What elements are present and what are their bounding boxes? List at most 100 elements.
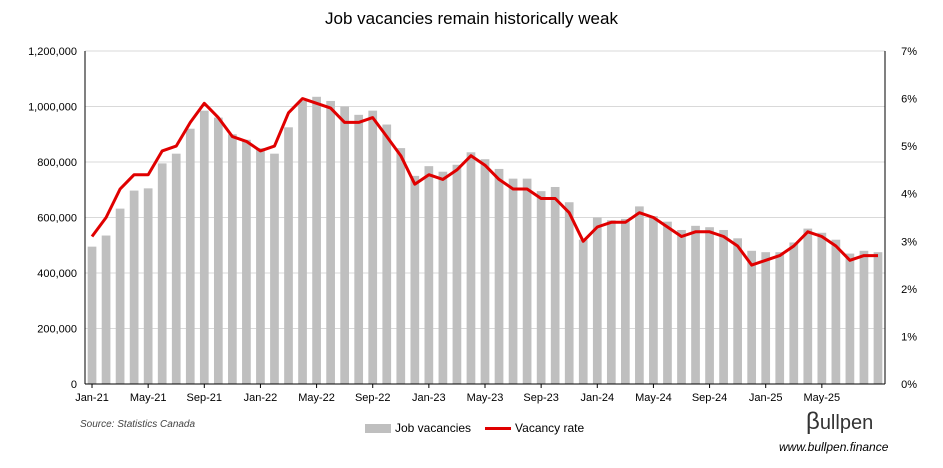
bar — [115, 208, 125, 384]
bar — [677, 229, 686, 384]
x-tick-label: May-21 — [130, 392, 167, 404]
bar — [621, 218, 630, 384]
legend-item-vacancies: Job vacancies — [365, 421, 471, 435]
y-left-tick-label: 1,200,000 — [28, 46, 77, 58]
bar — [873, 252, 883, 384]
bar — [494, 168, 504, 384]
bar — [438, 171, 448, 384]
bar — [859, 250, 869, 384]
x-tick-label: Jan-25 — [749, 392, 783, 404]
bar — [480, 159, 490, 384]
bar — [256, 148, 265, 384]
brand-name: ullpen — [819, 412, 874, 434]
bar — [635, 206, 644, 384]
x-tick-label: Sep-23 — [523, 392, 558, 404]
vacancy-rate-line — [90, 97, 878, 267]
bar — [298, 100, 307, 384]
y-right-tick-label: 2% — [901, 284, 917, 296]
bar — [522, 178, 532, 384]
bar — [312, 96, 321, 384]
legend: Job vacancies Vacancy rate — [365, 421, 598, 435]
bar — [87, 246, 97, 384]
bar — [705, 227, 714, 384]
y-right-tick-label: 5% — [901, 141, 917, 153]
bar — [452, 164, 462, 384]
bar — [564, 202, 574, 384]
bar — [354, 114, 364, 384]
chart-area: 0 200,000 400,000 600,000 800,000 1,000,000 1,… — [28, 46, 917, 404]
bar — [845, 253, 855, 384]
y-right-tick-label: 0% — [901, 379, 917, 391]
y-left-tick-label: 1,000,000 — [28, 102, 77, 114]
bar — [831, 239, 841, 384]
bar — [129, 190, 139, 384]
bar — [326, 100, 335, 384]
brand-logo: βullpen — [806, 408, 873, 436]
bar — [761, 252, 771, 384]
bar — [817, 232, 827, 384]
bar — [340, 106, 349, 384]
x-tick-label: Sep-24 — [692, 392, 727, 404]
bar — [466, 152, 476, 384]
bar — [606, 220, 616, 384]
bar — [171, 153, 181, 384]
bar — [803, 228, 813, 384]
bar — [410, 175, 420, 384]
x-tick-label: May-25 — [803, 392, 840, 404]
y-left-tick-label: 600,000 — [37, 213, 77, 225]
bar — [157, 163, 167, 384]
x-tick-label: Jan-21 — [75, 392, 109, 404]
bar — [199, 110, 209, 384]
bar — [284, 127, 293, 384]
bar — [228, 134, 237, 384]
bar — [649, 216, 658, 384]
legend-label-vacancies: Job vacancies — [395, 421, 472, 435]
x-tick-label: May-24 — [635, 392, 672, 404]
y-right-tick-label: 7% — [901, 46, 917, 58]
bar — [747, 250, 757, 384]
y-right-tick-label: 4% — [901, 189, 917, 201]
y-left-tick-label: 400,000 — [37, 268, 77, 280]
y-right-tick-label: 1% — [901, 331, 917, 343]
x-tick-label: Sep-22 — [355, 392, 390, 404]
bar — [396, 148, 406, 384]
y-left-tick-label: 800,000 — [37, 157, 77, 169]
bar — [382, 124, 392, 384]
x-tick-label: Sep-21 — [187, 392, 222, 404]
x-tick-label: May-23 — [467, 392, 504, 404]
bar — [733, 238, 742, 384]
bar — [424, 166, 434, 384]
bar — [789, 242, 799, 384]
bar — [775, 252, 785, 384]
bar — [143, 188, 153, 384]
x-tick-label: Jan-22 — [244, 392, 278, 404]
legend-item-rate: Vacancy rate — [485, 421, 584, 435]
bar — [592, 217, 602, 384]
chart-title: Job vacancies remain historically weak — [325, 9, 618, 28]
bar — [213, 117, 223, 384]
x-tick-label: May-22 — [298, 392, 335, 404]
bar — [663, 221, 672, 384]
bar — [691, 225, 700, 384]
bar — [578, 239, 588, 384]
source-note: Source: Statistics Canada — [80, 419, 196, 430]
x-tick-label: Jan-23 — [412, 392, 446, 404]
bar — [101, 235, 111, 384]
bar — [536, 191, 546, 384]
bar — [719, 229, 728, 384]
bar — [185, 128, 195, 384]
y-right-tick-label: 6% — [901, 94, 917, 106]
brand-glyph: β — [806, 408, 820, 435]
bar — [242, 139, 251, 384]
y-left-tick-label: 200,000 — [37, 324, 77, 336]
bar — [368, 110, 378, 384]
x-tick-label: Jan-24 — [580, 392, 614, 404]
bar — [270, 153, 279, 384]
y-right-tick-label: 3% — [901, 236, 917, 248]
bar — [508, 178, 518, 384]
bar — [550, 186, 560, 384]
website-url: www.bullpen.finance — [779, 440, 889, 454]
legend-swatch-bar — [365, 423, 391, 433]
legend-label-rate: Vacancy rate — [515, 421, 585, 435]
legend-swatch-line — [485, 426, 512, 430]
